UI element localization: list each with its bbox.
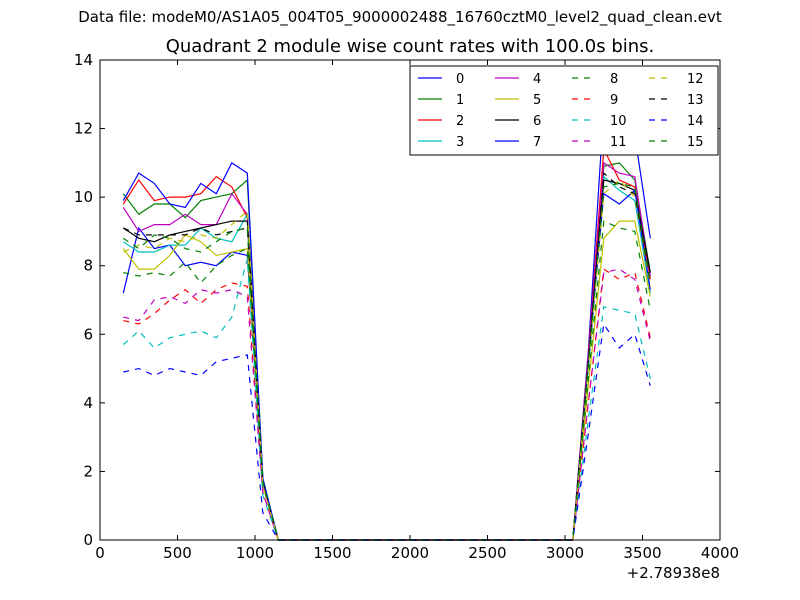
series-line-3 <box>122 175 651 541</box>
legend-label-12: 12 <box>687 72 704 87</box>
x-tick-label: 3500 <box>623 544 661 562</box>
x-tick-label: 0 <box>95 544 105 562</box>
series-layer <box>122 107 651 541</box>
series-line-2 <box>122 146 651 541</box>
legend-label-3: 3 <box>456 135 464 150</box>
y-tick-label: 4 <box>83 394 93 412</box>
series-line-8 <box>123 220 651 541</box>
x-tick-label: 1500 <box>313 544 351 562</box>
legend-label-15: 15 <box>687 135 704 150</box>
series-line-7 <box>122 162 651 541</box>
x-offset-label: +2.78938e8 <box>627 564 720 582</box>
axis-ticks: 0 500 1000 1500 2000 2500 3000 3500 400002468101… <box>74 51 739 562</box>
legend-label-1: 1 <box>456 93 464 108</box>
x-tick-label: 4000 <box>701 544 739 562</box>
x-tick-label: 2500 <box>468 544 506 562</box>
y-tick-label: 0 <box>83 531 93 549</box>
legend-label-2: 2 <box>456 114 464 129</box>
y-tick-label: 8 <box>83 257 93 275</box>
series-line-14 <box>123 322 651 541</box>
series-line-1 <box>122 162 651 541</box>
x-tick-label: 1000 <box>236 544 274 562</box>
series-line-5 <box>122 220 651 541</box>
legend-label-13: 13 <box>687 93 704 108</box>
legend-box <box>409 65 719 156</box>
y-tick-label: 2 <box>83 462 93 480</box>
legend-label-7: 7 <box>533 135 541 150</box>
series-line-15 <box>122 182 651 541</box>
chart-title: Quadrant 2 module wise count rates with … <box>165 36 655 57</box>
legend-label-6: 6 <box>533 114 541 129</box>
data-file-title: Data file: modeM0/AS1A05_004T05_90000024… <box>78 8 722 26</box>
series-line-6 <box>122 179 651 541</box>
series-line-9 <box>123 268 651 541</box>
legend-label-8: 8 <box>610 72 618 87</box>
legend-label-14: 14 <box>687 114 704 129</box>
series-line-0 <box>122 107 651 541</box>
series-line-10 <box>122 258 651 541</box>
x-tick-label: 2000 <box>391 544 429 562</box>
y-tick-label: 14 <box>74 51 93 69</box>
y-tick-label: 6 <box>83 325 93 343</box>
series-line-4 <box>122 161 651 541</box>
y-tick-label: 12 <box>74 120 93 138</box>
plot-frame <box>99 59 721 541</box>
x-tick-label: 500 <box>163 544 192 562</box>
x-tick-label: 3000 <box>546 544 584 562</box>
legend-label-10: 10 <box>610 114 627 129</box>
y-tick-label: 10 <box>74 188 93 206</box>
legend-label-11: 11 <box>610 135 627 150</box>
legend-label-4: 4 <box>533 72 541 87</box>
legend-label-5: 5 <box>533 93 541 108</box>
series-line-11 <box>123 268 651 541</box>
series-line-12 <box>123 179 651 541</box>
legend-label-0: 0 <box>456 72 464 87</box>
legend-label-9: 9 <box>610 93 618 108</box>
